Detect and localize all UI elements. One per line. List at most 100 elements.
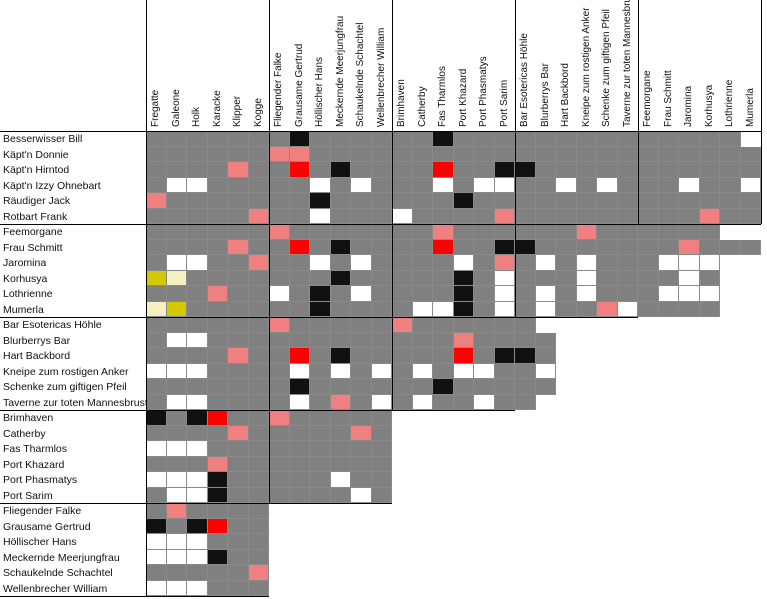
grid-cell xyxy=(166,332,187,348)
grid-cell xyxy=(146,162,167,178)
grid-cell xyxy=(535,379,556,395)
grid-cell xyxy=(720,239,741,255)
grid-cell xyxy=(351,332,372,348)
grid-cell xyxy=(166,503,187,519)
grid-cell xyxy=(248,394,269,410)
grid-cell xyxy=(248,534,269,550)
grid-cell xyxy=(187,177,208,193)
grid-cell xyxy=(187,410,208,426)
grid-cell xyxy=(453,146,474,162)
divider-line xyxy=(0,503,392,504)
grid-cell xyxy=(310,441,331,457)
grid-cell xyxy=(433,255,454,271)
grid-cell xyxy=(146,146,167,162)
grid-cell xyxy=(166,286,187,302)
grid-cell xyxy=(474,301,495,317)
grid-cell xyxy=(248,177,269,193)
grid-cell xyxy=(207,518,228,534)
divider-line xyxy=(0,410,515,411)
grid-cell xyxy=(146,332,167,348)
grid-cell xyxy=(740,146,761,162)
column-header: Port Khazard xyxy=(457,68,469,127)
grid-cell xyxy=(576,131,597,147)
grid-cell xyxy=(474,255,495,271)
grid-cell xyxy=(453,363,474,379)
grid-cell xyxy=(453,239,474,255)
column-header: Holk xyxy=(191,106,202,127)
grid-cell xyxy=(289,472,310,488)
grid-cell xyxy=(330,317,351,333)
grid-cell xyxy=(187,332,208,348)
grid-cell xyxy=(289,394,310,410)
grid-cell xyxy=(248,441,269,457)
grid-cell xyxy=(556,146,577,162)
grid-cell xyxy=(330,208,351,224)
column-header: Bar Esotericas Höhle xyxy=(519,33,530,127)
grid-cell xyxy=(166,193,187,209)
grid-cell xyxy=(597,177,618,193)
grid-cell xyxy=(535,162,556,178)
grid-cell xyxy=(597,270,618,286)
grid-cell xyxy=(207,425,228,441)
grid-cell xyxy=(535,177,556,193)
grid-cell xyxy=(474,394,495,410)
grid-cell xyxy=(699,255,720,271)
grid-cell xyxy=(310,487,331,503)
grid-cell xyxy=(146,224,167,240)
grid-cell xyxy=(474,348,495,364)
grid-cell xyxy=(494,239,515,255)
grid-cell xyxy=(433,162,454,178)
grid-cell xyxy=(330,379,351,395)
grid-cell xyxy=(392,131,413,147)
grid-cell xyxy=(146,239,167,255)
grid-cell xyxy=(371,162,392,178)
grid-cell xyxy=(371,410,392,426)
grid-cell xyxy=(351,146,372,162)
grid-cell xyxy=(146,317,167,333)
grid-cell xyxy=(638,177,659,193)
grid-cell xyxy=(166,410,187,426)
grid-cell xyxy=(433,301,454,317)
grid-cell xyxy=(392,224,413,240)
grid-cell xyxy=(187,193,208,209)
grid-cell xyxy=(453,193,474,209)
grid-cell xyxy=(228,146,249,162)
grid-cell xyxy=(474,363,495,379)
grid-cell xyxy=(474,131,495,147)
grid-cell xyxy=(638,208,659,224)
grid-cell xyxy=(166,425,187,441)
grid-cell xyxy=(351,379,372,395)
grid-cell xyxy=(658,301,679,317)
grid-cell xyxy=(433,193,454,209)
grid-cell xyxy=(576,193,597,209)
grid-cell xyxy=(330,270,351,286)
grid-cell xyxy=(248,363,269,379)
column-header: Wellenbrecher William xyxy=(375,27,387,127)
grid-cell xyxy=(556,177,577,193)
grid-cell xyxy=(351,177,372,193)
divider-line xyxy=(515,0,516,317)
grid-cell xyxy=(720,146,741,162)
grid-cell xyxy=(720,208,741,224)
grid-cell xyxy=(289,456,310,472)
grid-cell xyxy=(351,472,372,488)
grid-cell xyxy=(494,162,515,178)
grid-cell xyxy=(412,255,433,271)
grid-cell xyxy=(371,472,392,488)
grid-cell xyxy=(412,162,433,178)
grid-cell xyxy=(248,131,269,147)
grid-cell xyxy=(289,410,310,426)
grid-cell xyxy=(269,441,290,457)
grid-cell xyxy=(228,177,249,193)
grid-cell xyxy=(597,146,618,162)
grid-cell xyxy=(228,456,249,472)
grid-cell xyxy=(453,394,474,410)
grid-cell xyxy=(556,224,577,240)
grid-cell xyxy=(248,425,269,441)
column-header: Klipper xyxy=(232,95,243,127)
grid-cell xyxy=(310,224,331,240)
grid-cell xyxy=(494,317,515,333)
grid-cell xyxy=(515,286,536,302)
grid-cell xyxy=(494,394,515,410)
grid-cell xyxy=(248,239,269,255)
